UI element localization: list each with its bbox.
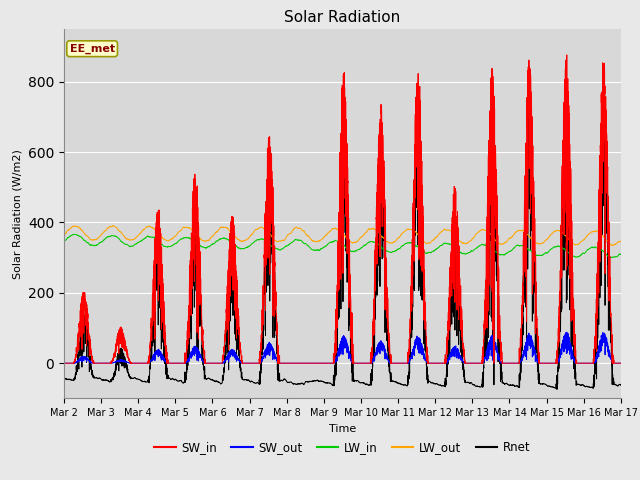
Rnet [553,386,561,392]
SW_out [160,356,168,361]
Y-axis label: Solar Radiation (W/m2): Solar Radiation (W/m2) [12,149,22,278]
LW_in [322,243,330,249]
LW_out [616,239,624,244]
SW_in [499,360,506,366]
LW_out [60,232,68,238]
SW_out [436,360,444,366]
LW_in [616,252,624,257]
LW_in [499,252,507,258]
SW_out [616,360,624,366]
SW_in [563,52,571,58]
SW_in [467,360,475,366]
LW_in [617,252,625,257]
Rnet [322,380,330,385]
Line: LW_in: LW_in [64,234,621,258]
Rnet [563,107,571,112]
LW_in [60,239,68,244]
LW_in [436,243,444,249]
Rnet [467,380,475,385]
SW_in [436,360,444,366]
Line: Rnet: Rnet [64,109,621,389]
Line: SW_out: SW_out [64,332,621,363]
Line: SW_in: SW_in [64,55,621,363]
LW_out [161,236,168,242]
LW_out [322,233,330,239]
SW_out [499,360,506,366]
LW_out [109,223,117,228]
SW_out [563,329,571,335]
Rnet [160,326,168,332]
SW_out [60,360,68,366]
Rnet [617,383,625,388]
Line: LW_out: LW_out [64,226,621,246]
Rnet [436,382,444,387]
Rnet [499,380,506,385]
LW_in [161,243,168,249]
X-axis label: Time: Time [329,424,356,433]
SW_out [467,360,475,366]
SW_out [322,360,330,366]
SW_in [617,360,625,366]
SW_in [322,360,330,366]
LW_out [609,243,616,249]
SW_out [617,360,625,366]
Rnet [60,376,68,382]
SW_in [160,306,168,312]
Text: EE_met: EE_met [70,44,115,54]
LW_out [467,238,475,243]
LW_in [467,248,475,254]
Legend: SW_in, SW_out, LW_in, LW_out, Rnet: SW_in, SW_out, LW_in, LW_out, Rnet [150,437,535,459]
Rnet [616,382,624,387]
LW_out [617,238,625,244]
LW_out [436,230,444,236]
LW_in [607,255,614,261]
SW_in [616,360,624,366]
SW_in [60,360,68,366]
Title: Solar Radiation: Solar Radiation [284,10,401,25]
LW_out [499,241,507,247]
LW_in [70,231,77,237]
